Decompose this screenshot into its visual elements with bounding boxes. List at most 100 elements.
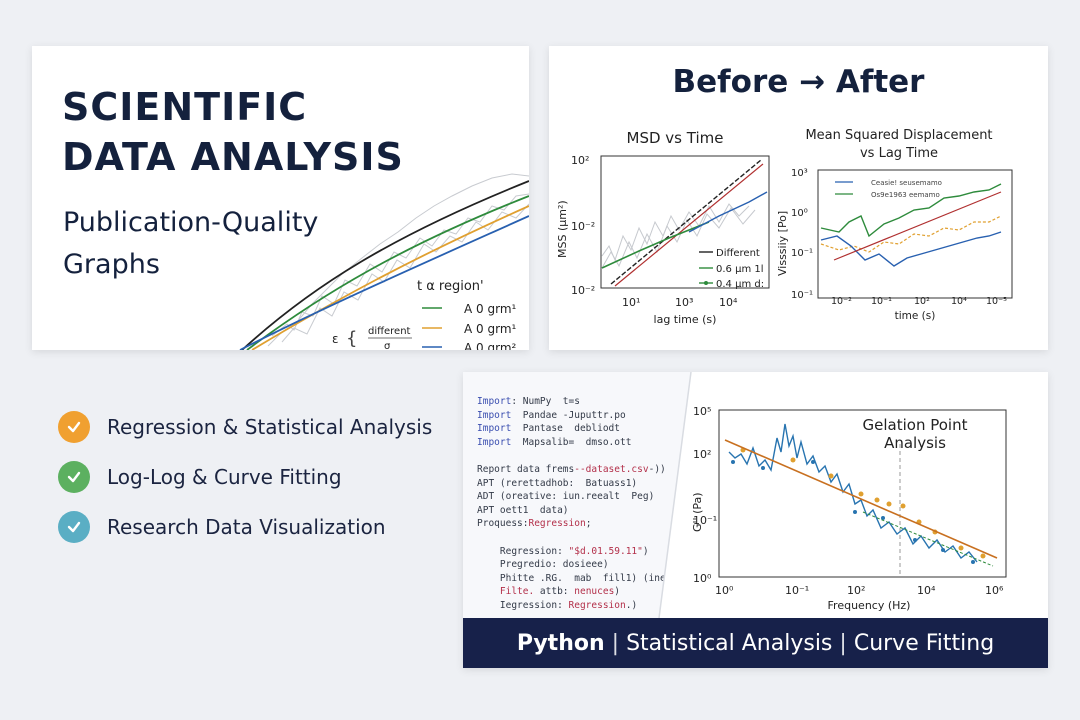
feature-item: Log-Log & Curve Fitting <box>58 452 432 502</box>
legend-entry: A 0 grm¹ <box>422 302 517 316</box>
svg-text:A 0 grm¹: A 0 grm¹ <box>464 322 517 336</box>
code-line: Regression: "$d.01.59.11") <box>477 545 649 557</box>
code-line: Import: NumPy t=s <box>477 396 580 407</box>
code-chart-card: Import: NumPy t=s Import Pandae -Juputtr.… <box>463 372 1048 668</box>
y-axis-label: G'' (Pa) <box>691 492 704 532</box>
curve-green <box>246 195 529 350</box>
code-line: Import Mapsalib= dmso.ott <box>477 436 632 448</box>
fit-line-secondary <box>862 511 994 567</box>
series-green <box>820 183 1002 238</box>
banner-separator: | <box>611 630 620 656</box>
series-orange <box>820 215 1002 253</box>
headline: SCIENTIFIC DATA ANALYSIS <box>62 82 404 182</box>
x-axis-label: Frequency (Hz) <box>828 599 911 612</box>
y-tick: 10² <box>693 448 711 461</box>
svg-text:0.6 μm 1l: 0.6 μm 1l <box>716 264 764 275</box>
x-tick: 10⁴ <box>719 296 738 309</box>
chart-title-line1: Mean Squared Displacement <box>805 128 992 143</box>
annotation-text: different <box>368 326 411 337</box>
msd-chart-right: Mean Squared Displacement vs Lag Time Ce… <box>776 128 1013 322</box>
headline-line2: DATA ANALYSIS <box>62 135 404 179</box>
feature-label: Research Data Visualization <box>107 515 386 539</box>
code-line: Pregredio: dosieee) <box>477 559 609 571</box>
chart-title-line2: vs Lag Time <box>860 146 938 161</box>
plot-frame <box>718 409 1007 578</box>
svg-text:Os9e1963 eemamo: Os9e1963 eemamo <box>871 191 940 199</box>
feature-list: Regression & Statistical Analysis Log-Lo… <box>58 402 432 552</box>
series-blue <box>688 191 768 233</box>
svg-text:Different: Different <box>716 248 760 259</box>
feature-label: Log-Log & Curve Fitting <box>107 465 342 489</box>
code-line: ADT (oreative: iun.reealt Peg) <box>477 491 655 503</box>
fit-line-red <box>614 163 764 287</box>
y-tick: 10⁻² <box>571 284 595 297</box>
x-tick: 10² <box>914 296 930 307</box>
y-tick: 10⁵ <box>693 405 711 418</box>
scatter-blue <box>731 460 975 564</box>
scatter-orange <box>740 447 986 559</box>
code-line: Report data frems--dataset.csv-)) <box>477 464 666 475</box>
legend-entry: A 0 grm² <box>422 341 517 350</box>
curve-black <box>241 180 529 350</box>
before-after-title: Before → After <box>672 64 925 100</box>
code-line: Import Pandae -Juputtr.po <box>477 409 626 421</box>
subhead: Publication-Quality Graphs <box>63 202 318 286</box>
check-icon <box>58 461 90 493</box>
svg-text:Ceasie! seusemamo: Ceasie! seusemamo <box>871 179 942 187</box>
code-line: APT oett1 data) <box>477 504 569 516</box>
legend: Different 0.6 μm 1l 0.4 μm d: <box>699 248 764 290</box>
panel-divider <box>658 372 692 618</box>
headline-line1: SCIENTIFIC <box>62 85 308 129</box>
x-axis-label: time (s) <box>895 310 936 322</box>
curve-blue <box>239 215 529 350</box>
plot-frame <box>600 155 770 289</box>
chart-title: MSD vs Time <box>627 129 724 147</box>
x-tick: 10⁴ <box>917 584 936 597</box>
plot-frame <box>817 169 1013 299</box>
legend-entry: A 0 grm¹ <box>422 322 517 336</box>
series-blue <box>728 423 978 563</box>
feature-label: Regression & Statistical Analysis <box>107 415 433 439</box>
y-tick: 10⁻¹ <box>693 514 717 527</box>
x-axis-label: lag time (s) <box>654 313 717 326</box>
banner-python: Python <box>516 630 605 656</box>
x-tick: 10³ <box>675 296 693 309</box>
fit-line-black <box>610 159 762 285</box>
x-tick: 10⁻¹ <box>785 584 809 597</box>
fit-line <box>833 191 1002 261</box>
code-line: APT (rerettadhob: Batuass1) <box>477 477 638 489</box>
x-tick: 10⁴ <box>951 296 967 307</box>
y-tick: 10⁰ <box>791 208 808 219</box>
x-tick: 10¹ <box>622 296 640 309</box>
y-tick: 10⁰ <box>693 572 712 585</box>
y-tick: 10⁻² <box>571 220 595 233</box>
title-card: SCIENTIFIC DATA ANALYSIS Publication-Qua… <box>32 46 529 350</box>
y-tick: 10⁻¹ <box>791 290 813 301</box>
svg-text:A 0 grm¹: A 0 grm¹ <box>464 302 517 316</box>
code-line: Import Pantase debliodt <box>477 423 620 435</box>
before-after-card: Before → After MSD vs Time 10² 10⁻² 10⁻²… <box>549 46 1048 350</box>
y-tick: 10² <box>571 154 589 167</box>
decorative-curves-plot: t α region' A 0 grm¹ A 0 grm¹ A 0 grm² ε… <box>239 173 529 350</box>
code-line: Iegression: Regression.) <box>477 600 638 611</box>
curve-orange <box>251 205 529 350</box>
gelation-chart: Gelation Point Analysis 10⁵ 10² 10⁻¹ 10⁰… <box>658 372 1048 618</box>
y-axis-label: Visssiiy [Po] <box>776 211 789 276</box>
series-blue <box>820 231 1002 267</box>
x-tick: 10⁶ <box>985 584 1004 597</box>
x-tick: 10⁻¹ <box>871 296 892 307</box>
chart-title-line1: Gelation Point <box>863 416 968 434</box>
msd-chart-left: MSD vs Time 10² 10⁻² 10⁻² MSS (μm²) 10¹ … <box>556 129 770 326</box>
svg-text:0.4 μm d:: 0.4 μm d: <box>716 279 764 290</box>
check-icon <box>58 511 90 543</box>
x-tick: 10⁻² <box>831 296 852 307</box>
subhead-line2: Graphs <box>63 249 160 280</box>
feature-item: Regression & Statistical Analysis <box>58 402 432 452</box>
chart-title-line2: Analysis <box>884 434 946 452</box>
x-tick: 10⁰ <box>715 584 734 597</box>
x-tick: 10² <box>847 584 865 597</box>
y-axis-label: MSS (μm²) <box>556 200 569 258</box>
subhead-line1: Publication-Quality <box>63 207 319 238</box>
legend-title: t α region' <box>417 279 484 294</box>
code-line: Phitte .RG. mab fill1) (ineat <box>477 572 678 584</box>
